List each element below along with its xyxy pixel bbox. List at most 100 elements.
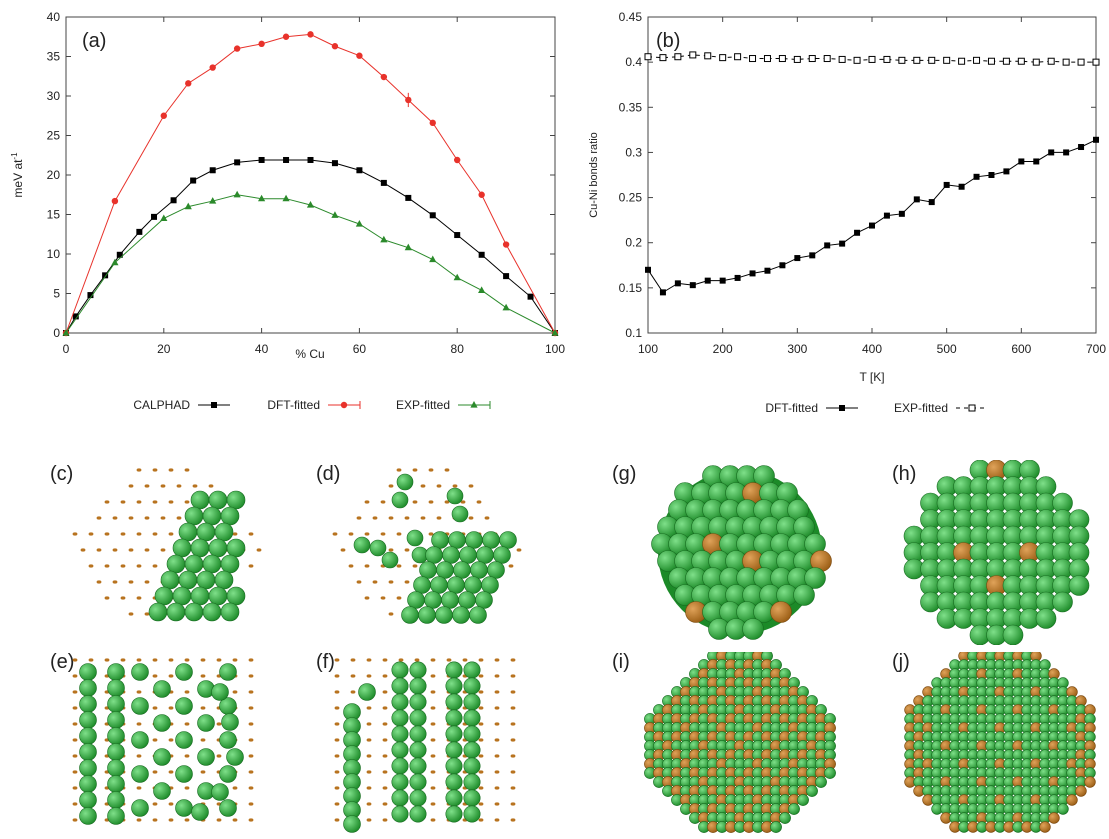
chart-a-frame (65, 16, 556, 334)
chart-b-frame (647, 16, 1097, 334)
cu-atom-small (136, 690, 142, 694)
cu-atom-small (72, 738, 78, 742)
cu-atom-small (160, 516, 166, 520)
ni-atom (409, 789, 427, 807)
cu-atom-small (364, 564, 370, 568)
data-point (233, 190, 241, 198)
data-point (356, 52, 363, 59)
cu-atom-small (72, 818, 78, 822)
data-point (779, 262, 786, 269)
cu-atom-small (72, 690, 78, 694)
charts-area: (a) 0 20 40 60 80 100 0 5 10 15 20 25 30 35 40 % Cu me… (10, 10, 1107, 415)
ni-atom (175, 663, 193, 681)
y-tick-label: 0.3 (625, 145, 642, 159)
cu-atom-small (382, 658, 388, 662)
ni-atom (79, 679, 97, 697)
chart-b-ticks: 100 200 300 400 500 600 700 0.1 0.15 0.2 0.25 0.3 0.… (619, 10, 1107, 356)
ni-atom (464, 576, 482, 594)
x-tick-label: 80 (451, 342, 465, 356)
cu-atom-small (96, 516, 102, 520)
data-point (928, 199, 935, 206)
data-point (898, 56, 906, 64)
cu-atom-small (144, 612, 150, 616)
y-tick-label: 0.2 (625, 236, 642, 250)
cu-atom (1084, 776, 1096, 788)
cu-atom-small (334, 722, 340, 726)
legend-marker (340, 401, 348, 409)
ni-atom (131, 731, 149, 749)
data-point (763, 55, 771, 63)
chart-b-panel-label: (b) (656, 30, 680, 52)
cu-atom-small (96, 580, 102, 584)
cu-atom-small (494, 786, 500, 790)
ni-atom (463, 741, 481, 759)
data-point (102, 272, 109, 279)
ni-atom (219, 799, 237, 817)
data-point (282, 33, 290, 40)
ni-atom (79, 807, 97, 825)
data-point (478, 191, 485, 198)
cu-atom-small (72, 770, 78, 774)
data-point (793, 55, 801, 63)
data-point (973, 56, 981, 64)
cu-atom-small (366, 674, 372, 678)
ni-atom (431, 531, 449, 549)
structure-h (903, 460, 1090, 645)
ni-atom (459, 546, 477, 564)
x-tick-label: 300 (787, 342, 807, 356)
ni-atom (409, 725, 427, 743)
ni-atom (202, 602, 222, 622)
y-tick-label: 25 (47, 129, 61, 143)
data-point (869, 222, 875, 229)
ni-atom (482, 531, 500, 549)
cu-atom-small (136, 564, 142, 568)
data-point (809, 252, 816, 259)
series-line-2 (65, 194, 556, 334)
cu-atom-small (152, 818, 158, 822)
series-line-0 (65, 159, 556, 334)
data-point (1018, 158, 1025, 165)
ni-atom (391, 741, 409, 759)
cu-atom-small (136, 658, 142, 662)
cu-atom-small (452, 484, 458, 488)
data-point (1048, 149, 1055, 156)
x-tick-label: 20 (157, 342, 171, 356)
cu-atom-small (430, 786, 436, 790)
structure-f-label: (f) (316, 651, 335, 673)
cu-atom-small (380, 532, 386, 536)
y-tick-label: 10 (47, 247, 61, 261)
ni-atom (391, 773, 409, 791)
cu-atom-small (248, 722, 254, 726)
cu-atom-small (404, 548, 410, 552)
cu-atom-small (332, 532, 338, 536)
y-tick-label: 20 (47, 168, 61, 182)
x-tick-label: 500 (937, 342, 957, 356)
cu-atom-small (468, 484, 474, 488)
cu-atom-small (216, 722, 222, 726)
ni-atom (424, 591, 442, 609)
data-point (734, 274, 741, 281)
cu-atom-small (120, 500, 126, 504)
structure-i (644, 652, 836, 833)
cu-atom-small (152, 802, 158, 806)
ni-atom (391, 693, 409, 711)
ni-atom (208, 490, 228, 510)
ni-atom (184, 602, 204, 622)
legend-marker (470, 401, 478, 408)
ni-atom (107, 663, 125, 681)
cu-atom-small (160, 548, 166, 552)
cu-atom-small (120, 596, 126, 600)
cu-atom-small (516, 548, 522, 552)
cu-atom-small (494, 690, 500, 694)
cu-atom-small (366, 786, 372, 790)
ni-atom (358, 683, 376, 701)
ni-atom (409, 757, 427, 775)
cu-atom-small (388, 516, 394, 520)
cu-atom-small (430, 690, 436, 694)
cu-atom-small (152, 738, 158, 742)
x-tick-label: 600 (1011, 342, 1031, 356)
data-point (307, 156, 314, 163)
cu-atom-small (428, 500, 434, 504)
ni-atom (441, 591, 459, 609)
cu-atom-small (184, 786, 190, 790)
